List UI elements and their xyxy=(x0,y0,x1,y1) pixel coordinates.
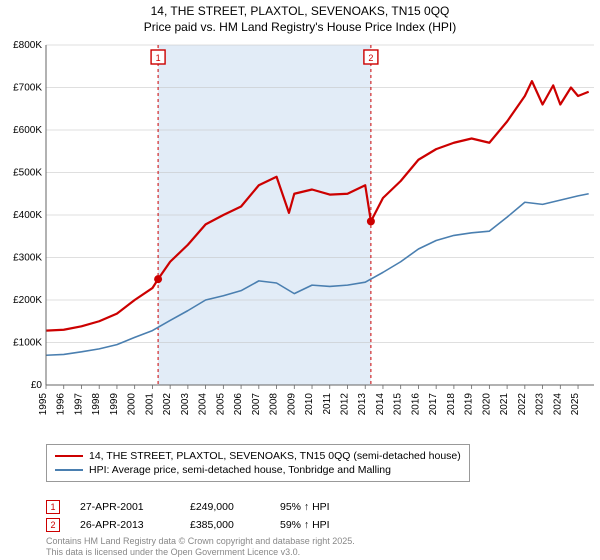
y-tick-label: £200K xyxy=(13,295,42,306)
sale-pct: 95% ↑ HPI xyxy=(280,501,360,513)
y-tick-label: £700K xyxy=(13,83,42,94)
sale-date: 26-APR-2013 xyxy=(80,519,170,531)
x-tick-label: 2018 xyxy=(446,393,457,416)
legend-item: 14, THE STREET, PLAXTOL, SEVENOAKS, TN15… xyxy=(55,449,461,463)
x-tick-label: 2010 xyxy=(304,393,315,416)
x-tick-label: 2006 xyxy=(233,393,244,416)
footer-line-1: Contains HM Land Registry data © Crown c… xyxy=(46,536,355,547)
sale-badge: 1 xyxy=(46,500,60,514)
x-tick-label: 2008 xyxy=(269,393,280,416)
sales-list: 1 27-APR-2001 £249,000 95% ↑ HPI 2 26-APR-201… xyxy=(46,498,360,534)
chart-title-block: 14, THE STREET, PLAXTOL, SEVENOAKS, TN15… xyxy=(0,0,600,35)
y-tick-label: £400K xyxy=(13,210,42,221)
x-tick-label: 1999 xyxy=(109,393,120,416)
sale-date: 27-APR-2001 xyxy=(80,501,170,513)
x-tick-label: 2005 xyxy=(215,393,226,416)
x-tick-label: 2002 xyxy=(162,393,173,416)
x-tick-label: 1997 xyxy=(73,393,84,416)
legend-label: HPI: Average price, semi-detached house,… xyxy=(89,464,391,476)
legend-swatch xyxy=(55,455,83,457)
y-tick-label: £300K xyxy=(13,253,42,264)
series-marker xyxy=(154,275,162,283)
x-tick-label: 2014 xyxy=(375,393,386,416)
x-tick-label: 2013 xyxy=(357,393,368,416)
x-tick-label: 2017 xyxy=(428,393,439,416)
sale-pct: 59% ↑ HPI xyxy=(280,519,360,531)
title-line-2: Price paid vs. HM Land Registry's House … xyxy=(8,20,592,36)
x-tick-label: 2012 xyxy=(339,393,350,416)
y-tick-label: £0 xyxy=(31,380,43,391)
footer-line-2: This data is licensed under the Open Gov… xyxy=(46,547,355,558)
x-tick-label: 2021 xyxy=(499,393,510,416)
legend-label: 14, THE STREET, PLAXTOL, SEVENOAKS, TN15… xyxy=(89,450,461,462)
sale-price: £249,000 xyxy=(190,501,260,513)
chart-container: £0 £100K £200K £300K £400K £500K £600K £700K £80… xyxy=(0,35,600,435)
title-line-1: 14, THE STREET, PLAXTOL, SEVENOAKS, TN15… xyxy=(8,4,592,20)
sale-row: 1 27-APR-2001 £249,000 95% ↑ HPI xyxy=(46,498,360,516)
x-tick-label: 2000 xyxy=(127,393,138,416)
x-tick-label: 2016 xyxy=(410,393,421,416)
x-tick-label: 2015 xyxy=(393,393,404,416)
x-tick-label: 1995 xyxy=(38,393,49,416)
sale-badge-number: 2 xyxy=(368,53,373,63)
x-tick-label: 2020 xyxy=(481,393,492,416)
sale-badge-number: 1 xyxy=(156,53,161,63)
x-tick-label: 2022 xyxy=(517,393,528,416)
sale-row: 2 26-APR-2013 £385,000 59% ↑ HPI xyxy=(46,516,360,534)
y-tick-label: £100K xyxy=(13,338,42,349)
x-tick-label: 2024 xyxy=(552,393,563,416)
footer-attribution: Contains HM Land Registry data © Crown c… xyxy=(46,536,355,559)
x-tick-label: 2011 xyxy=(322,393,333,415)
x-tick-label: 2003 xyxy=(180,393,191,416)
price-chart: £0 £100K £200K £300K £400K £500K £600K £700K £80… xyxy=(0,35,600,435)
y-tick-label: £600K xyxy=(13,125,42,136)
x-tick-label: 2004 xyxy=(198,393,209,416)
x-tick-label: 2023 xyxy=(535,393,546,416)
x-tick-label: 2025 xyxy=(570,393,581,416)
sale-price: £385,000 xyxy=(190,519,260,531)
x-tick-label: 2001 xyxy=(144,393,155,416)
legend-item: HPI: Average price, semi-detached house,… xyxy=(55,463,461,477)
x-tick-label: 1998 xyxy=(91,393,102,416)
legend: 14, THE STREET, PLAXTOL, SEVENOAKS, TN15… xyxy=(46,444,470,482)
x-tick-label: 2007 xyxy=(251,393,262,416)
legend-swatch xyxy=(55,469,83,471)
x-tick-label: 2009 xyxy=(286,393,297,416)
y-tick-label: £500K xyxy=(13,168,42,179)
x-tick-label: 2019 xyxy=(464,393,475,416)
x-tick-label: 1996 xyxy=(56,393,67,416)
sale-badge: 2 xyxy=(46,518,60,532)
series-marker xyxy=(367,218,375,226)
y-tick-label: £800K xyxy=(13,40,42,51)
